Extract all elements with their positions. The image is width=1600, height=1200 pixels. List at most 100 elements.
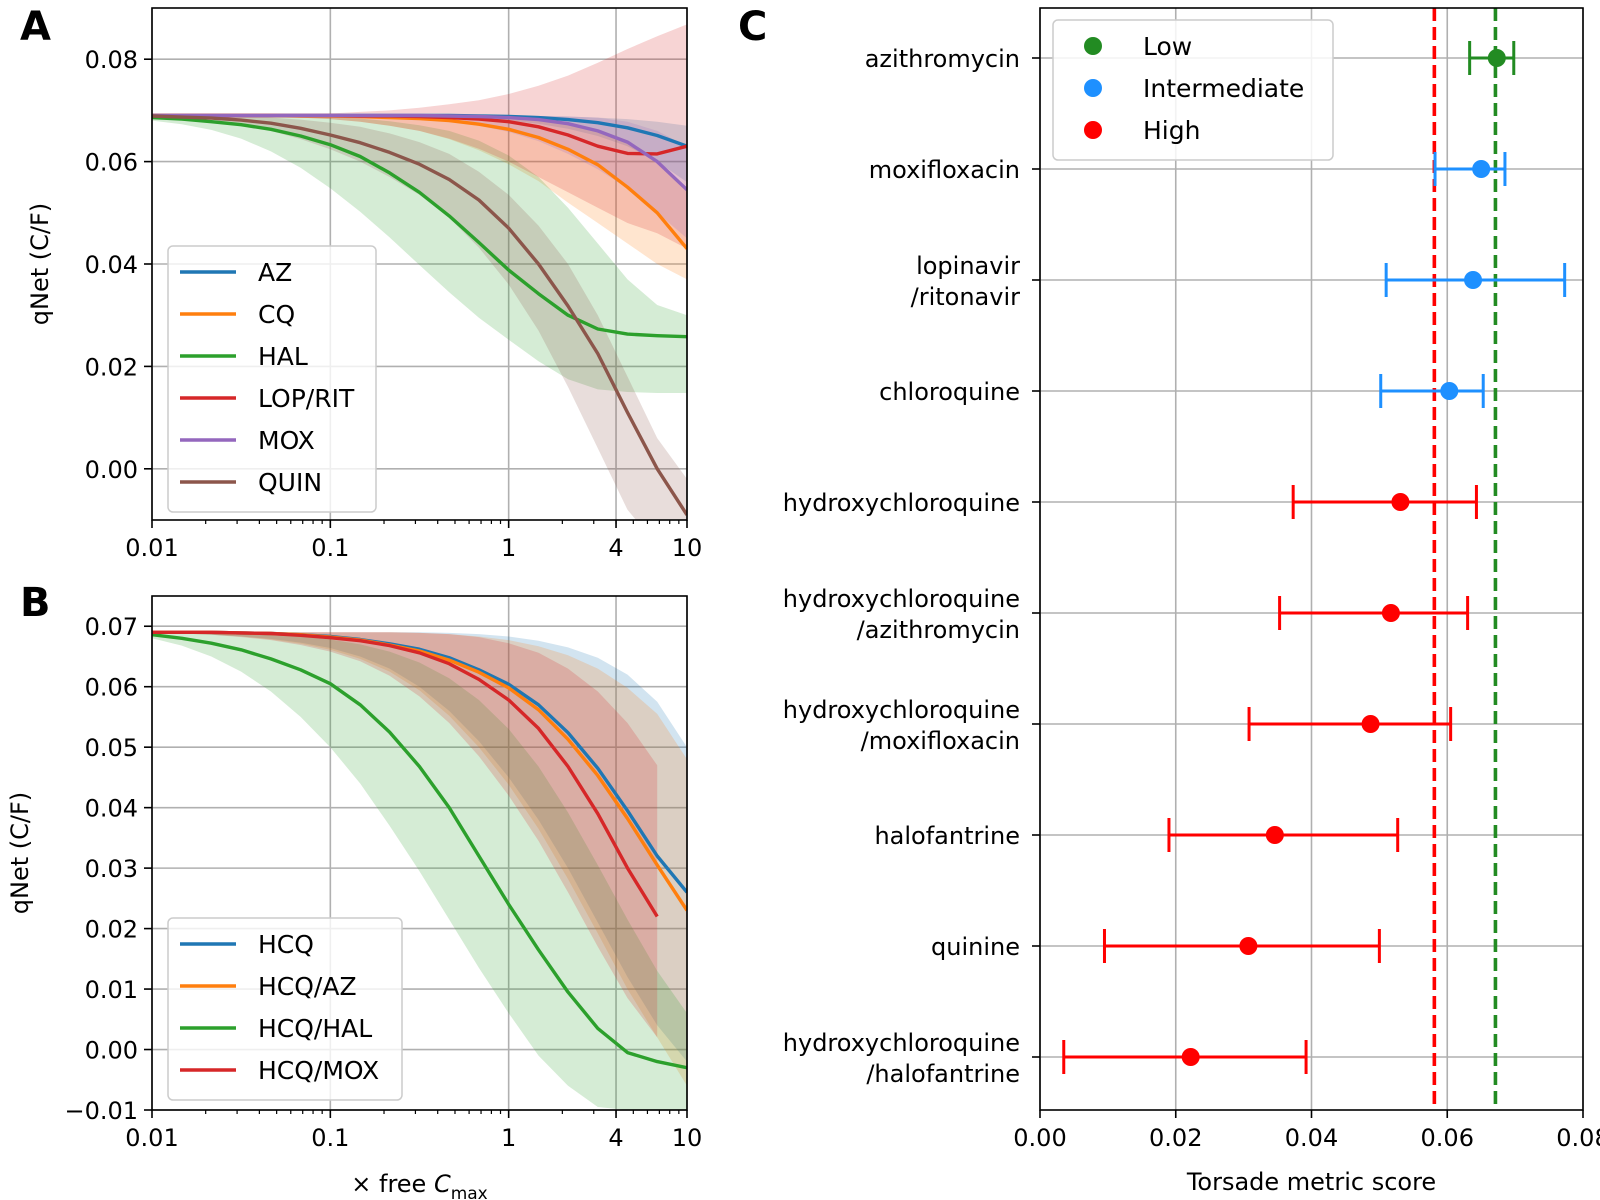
y-tick-label: 0.02 bbox=[85, 353, 138, 381]
y-tick-label: hydroxychloroquine bbox=[783, 585, 1020, 613]
panel-label: C bbox=[738, 4, 767, 50]
y-tick-label: 0.03 bbox=[85, 855, 138, 883]
confidence-band bbox=[152, 115, 687, 520]
y-tick-label: lopinavir bbox=[916, 252, 1020, 280]
y-tick-label: hydroxychloroquine bbox=[783, 489, 1020, 517]
x-tick-label: 0.1 bbox=[311, 534, 349, 562]
y-tick-label: 0.04 bbox=[85, 251, 138, 279]
legend-label: HAL bbox=[258, 342, 308, 371]
confidence-band bbox=[152, 115, 687, 239]
x-tick-label: 4 bbox=[608, 1124, 623, 1152]
panel-label: A bbox=[20, 4, 51, 50]
data-point bbox=[1440, 382, 1459, 400]
x-axis-label: Torsade metric score bbox=[1186, 1168, 1436, 1196]
y-tick-label: /ritonavir bbox=[911, 283, 1021, 311]
x-tick-label: 0.01 bbox=[125, 1124, 178, 1152]
data-point bbox=[1391, 493, 1410, 511]
x-tick-label: 1 bbox=[501, 1124, 516, 1152]
legend-marker bbox=[1084, 121, 1102, 139]
y-tick-label: 0.04 bbox=[85, 795, 138, 823]
y-tick-label: moxifloxacin bbox=[869, 156, 1020, 184]
x-axis-label: × free Cmax bbox=[351, 1170, 488, 1200]
y-tick-label: hydroxychloroquine bbox=[783, 1029, 1020, 1057]
y-tick-label: −0.01 bbox=[64, 1097, 138, 1125]
legend-marker bbox=[1084, 37, 1102, 55]
legend-label: Low bbox=[1143, 32, 1192, 61]
confidence-band bbox=[152, 632, 687, 1110]
series-line bbox=[152, 630, 659, 918]
legend-label: LOP/RIT bbox=[258, 384, 355, 413]
x-tick-label: 1 bbox=[501, 534, 516, 562]
y-tick-label: 0.02 bbox=[85, 916, 138, 944]
data-point bbox=[1472, 160, 1491, 178]
legend-label: MOX bbox=[258, 426, 315, 455]
series-line bbox=[152, 114, 687, 516]
data-point bbox=[1265, 826, 1284, 844]
x-tick-label: 0.02 bbox=[1149, 1124, 1202, 1152]
y-tick-label: /moxifloxacin bbox=[861, 727, 1020, 755]
legend-label: HCQ/MOX bbox=[258, 1056, 379, 1085]
confidence-band bbox=[152, 115, 687, 280]
legend-label: HCQ bbox=[258, 930, 314, 959]
legend-label: HCQ/AZ bbox=[258, 972, 357, 1001]
legend-label: Intermediate bbox=[1143, 74, 1304, 103]
y-tick-label: azithromycin bbox=[865, 45, 1020, 73]
plot-area bbox=[152, 24, 687, 520]
plot-frame bbox=[151, 7, 688, 521]
data-point bbox=[1239, 937, 1258, 955]
y-tick-label: 0.07 bbox=[85, 613, 138, 641]
y-tick-label: 0.08 bbox=[85, 46, 138, 74]
x-tick-label: 0.01 bbox=[125, 534, 178, 562]
y-tick-label: hydroxychloroquine bbox=[783, 696, 1020, 724]
data-point bbox=[1381, 604, 1400, 622]
y-tick-label: /halofantrine bbox=[866, 1060, 1020, 1088]
x-tick-label: 10 bbox=[672, 1124, 703, 1152]
confidence-band bbox=[152, 115, 687, 183]
y-axis-label: qNet (C/F) bbox=[26, 203, 54, 325]
x-tick-label: 0.1 bbox=[311, 1124, 349, 1152]
legend-box bbox=[167, 917, 403, 1101]
x-tick-label: 4 bbox=[608, 534, 623, 562]
legend-label: High bbox=[1143, 116, 1200, 145]
panel-label: B bbox=[20, 580, 51, 626]
series-line bbox=[152, 633, 687, 1070]
y-tick-label: /azithromycin bbox=[857, 616, 1020, 644]
plot-frame bbox=[151, 595, 688, 1111]
panel-c-torsade-score-chart: azithromycin moxifloxacin lopinavir/ritona… bbox=[783, 7, 1600, 1196]
y-tick-label: 0.00 bbox=[85, 456, 138, 484]
panel-a-line-chart: 0.01 0.1 1 4 10 0.00 0.02 0.04 0.06 0.08 qNet (C/F… bbox=[26, 7, 703, 562]
y-tick-label: 0.00 bbox=[85, 1037, 138, 1065]
data-point bbox=[1181, 1048, 1200, 1066]
y-tick-label: 0.05 bbox=[85, 734, 138, 762]
x-tick-label: 0.04 bbox=[1285, 1124, 1338, 1152]
legend-label: CQ bbox=[258, 300, 295, 329]
y-tick-label: chloroquine bbox=[879, 378, 1020, 406]
y-axis-label: qNet (C/F) bbox=[6, 792, 34, 914]
legend-label: QUIN bbox=[258, 468, 322, 497]
x-tick-label: 0.00 bbox=[1013, 1124, 1066, 1152]
y-tick-label: quinine bbox=[931, 933, 1020, 961]
confidence-band bbox=[152, 632, 687, 1062]
data-point bbox=[1464, 271, 1483, 289]
series-line bbox=[152, 115, 687, 339]
x-tick-label: 0.06 bbox=[1421, 1124, 1474, 1152]
confidence-band bbox=[152, 632, 658, 1038]
legend: HCQ HCQ/AZ HCQ/HAL HCQ/MOX bbox=[167, 917, 403, 1101]
legend-label: AZ bbox=[258, 258, 292, 287]
plot-frame bbox=[1039, 7, 1584, 1111]
legend: AZ CQ HAL LOP/RIT MOX QUIN bbox=[167, 245, 377, 513]
data-point bbox=[1361, 715, 1380, 733]
panel-b-line-chart: 0.01 0.1 1 4 10 −0.01 0.00 0.01 0.02 0.03 0.04 0.05… bbox=[6, 595, 703, 1200]
legend-label: HCQ/HAL bbox=[258, 1014, 372, 1043]
y-tick-label: 0.06 bbox=[85, 674, 138, 702]
legend-marker bbox=[1084, 79, 1102, 97]
y-tick-label: 0.01 bbox=[85, 976, 138, 1004]
legend-box bbox=[1052, 19, 1334, 161]
legend: Low Intermediate High bbox=[1052, 19, 1334, 161]
x-tick-label: 10 bbox=[672, 534, 703, 562]
data-point bbox=[1487, 49, 1506, 67]
confidence-band bbox=[152, 24, 687, 249]
confidence-band bbox=[152, 115, 687, 393]
y-tick-label: 0.06 bbox=[85, 149, 138, 177]
